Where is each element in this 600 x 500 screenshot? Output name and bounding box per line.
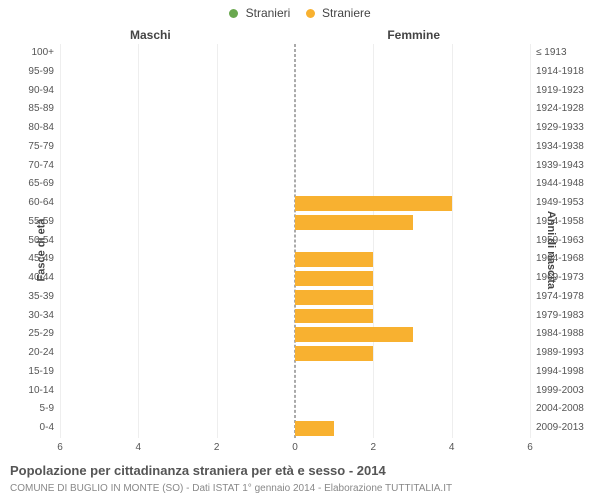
legend-dot-female [306,9,315,18]
ytick-birth: 1974-1978 [530,288,584,307]
xtick: 2 [371,442,377,453]
ytick-birth: 2009-2013 [530,419,584,438]
xtick: 4 [449,442,455,453]
ytick-birth: 1939-1943 [530,157,584,176]
chart-row: 20-241989-1993 [60,344,530,363]
bar-female [295,290,373,305]
legend: Stranieri Straniere [0,6,600,20]
chart-title: Popolazione per cittadinanza straniera p… [10,463,386,478]
ytick-age: 50-54 [28,232,60,251]
ytick-age: 95-99 [28,63,60,82]
ytick-birth: 1994-1998 [530,363,584,382]
chart-row: 75-791934-1938 [60,138,530,157]
chart-row: 40-441969-1973 [60,269,530,288]
ytick-birth: 1934-1938 [530,138,584,157]
chart-row: 85-891924-1928 [60,100,530,119]
chart-row: 60-641949-1953 [60,194,530,213]
chart-row: 80-841929-1933 [60,119,530,138]
ytick-age: 45-49 [28,250,60,269]
chart-row: 70-741939-1943 [60,157,530,176]
ytick-birth: 1999-2003 [530,382,584,401]
ytick-age: 15-19 [28,363,60,382]
chart-row: 5-92004-2008 [60,400,530,419]
chart-row: 10-141999-2003 [60,382,530,401]
ytick-birth: 1924-1928 [530,100,584,119]
ytick-age: 90-94 [28,82,60,101]
bar-female [295,215,413,230]
xtick: 4 [136,442,142,453]
ytick-birth: 1964-1968 [530,250,584,269]
chart-row: 0-42009-2013 [60,419,530,438]
ytick-birth: 1984-1988 [530,325,584,344]
ytick-age: 30-34 [28,307,60,326]
ytick-age: 25-29 [28,325,60,344]
ytick-age: 55-59 [28,213,60,232]
ytick-birth: 1979-1983 [530,307,584,326]
side-label-female: Femmine [387,28,440,42]
ytick-birth: 1919-1923 [530,82,584,101]
ytick-birth: 1929-1933 [530,119,584,138]
ytick-birth: 1969-1973 [530,269,584,288]
ytick-age: 0-4 [40,419,60,438]
ytick-birth: ≤ 1913 [530,44,567,63]
legend-label-female: Straniere [322,6,371,20]
chart-subtitle: COMUNE DI BUGLIO IN MONTE (SO) - Dati IS… [10,483,452,494]
ytick-age: 85-89 [28,100,60,119]
chart-row: 30-341979-1983 [60,307,530,326]
ytick-age: 100+ [31,44,60,63]
ytick-birth: 2004-2008 [530,400,584,419]
ytick-birth: 1914-1918 [530,63,584,82]
ytick-age: 40-44 [28,269,60,288]
chart-row: 95-991914-1918 [60,63,530,82]
ytick-age: 10-14 [28,382,60,401]
ytick-age: 20-24 [28,344,60,363]
chart-row: 90-941919-1923 [60,82,530,101]
xtick: 6 [527,442,533,453]
legend-item-male: Stranieri [229,6,290,20]
ytick-age: 70-74 [28,157,60,176]
legend-item-female: Straniere [306,6,371,20]
xtick: 6 [57,442,63,453]
ytick-age: 65-69 [28,175,60,194]
ytick-age: 60-64 [28,194,60,213]
chart-row: 50-541959-1963 [60,232,530,251]
ytick-birth: 1944-1948 [530,175,584,194]
bar-female [295,252,373,267]
ytick-birth: 1959-1963 [530,232,584,251]
xtick: 0 [292,442,298,453]
ytick-birth: 1949-1953 [530,194,584,213]
chart-row: 55-591954-1958 [60,213,530,232]
chart-row: 15-191994-1998 [60,363,530,382]
side-label-male: Maschi [130,28,171,42]
pyramid-chart: 6420246100+≤ 191395-991914-191890-941919… [60,44,530,438]
ytick-birth: 1989-1993 [530,344,584,363]
ytick-birth: 1954-1958 [530,213,584,232]
ytick-age: 80-84 [28,119,60,138]
bar-female [295,421,334,436]
legend-dot-male [229,9,238,18]
bar-female [295,346,373,361]
chart-row: 45-491964-1968 [60,250,530,269]
xtick: 2 [214,442,220,453]
bar-female [295,196,452,211]
chart-row: 65-691944-1948 [60,175,530,194]
chart-row: 35-391974-1978 [60,288,530,307]
legend-label-male: Stranieri [246,6,291,20]
bar-female [295,309,373,324]
ytick-age: 75-79 [28,138,60,157]
ytick-age: 35-39 [28,288,60,307]
bar-female [295,327,413,342]
ytick-age: 5-9 [40,400,60,419]
chart-row: 25-291984-1988 [60,325,530,344]
bar-female [295,271,373,286]
chart-row: 100+≤ 1913 [60,44,530,63]
